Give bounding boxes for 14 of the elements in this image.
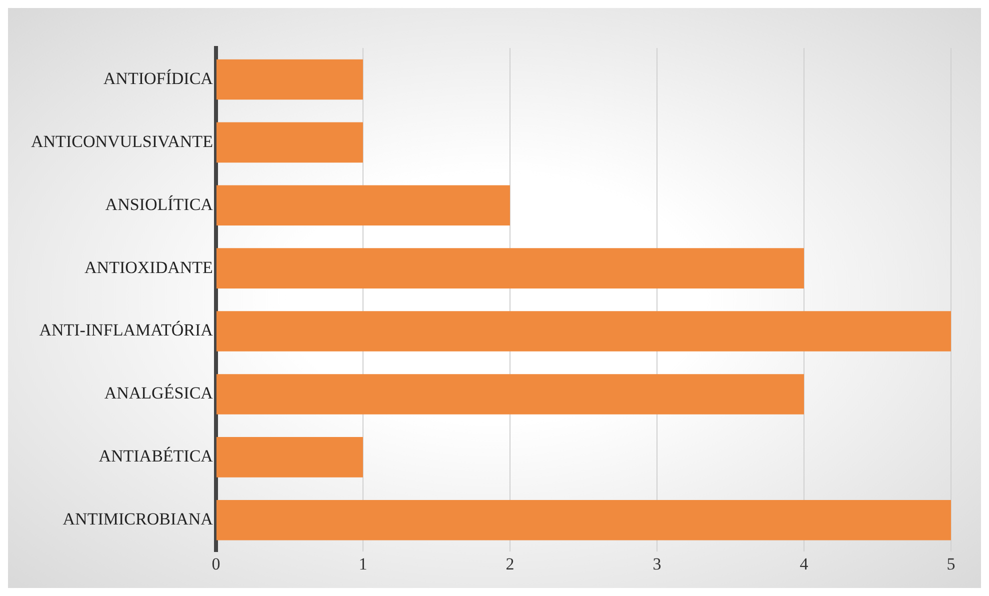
y-tick-label: ANTICONVULSIVANTE <box>31 132 213 151</box>
y-tick-label: ANTIABÉTICA <box>98 446 214 466</box>
x-tick-label: 0 <box>212 554 220 574</box>
x-tick-label: 5 <box>946 554 956 574</box>
x-tick-label: 3 <box>652 554 662 574</box>
x-tick-label: 1 <box>358 554 368 574</box>
y-tick-label: ANTIOFÍDICA <box>103 68 214 88</box>
y-tick-label: ANSIOLÍTICA <box>105 194 214 214</box>
y-tick-label: ANTIOXIDANTE <box>84 258 213 277</box>
y-tick-label: ANALGÉSICA <box>104 384 214 403</box>
y-tick-label: ANTIMICROBIANA <box>62 510 214 529</box>
x-tick-label: 4 <box>800 554 809 574</box>
y-tick-label: ANTI-INFLAMATÓRIA <box>39 320 214 340</box>
x-tick-label: 2 <box>506 554 514 574</box>
